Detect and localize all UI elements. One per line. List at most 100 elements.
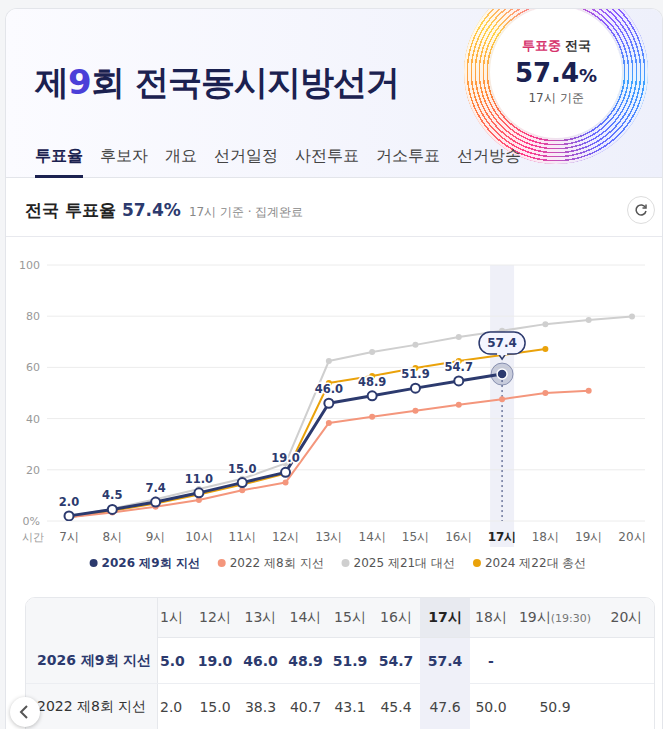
point [411, 384, 420, 393]
tooltip-joint [497, 352, 507, 355]
cell: 5.0 [158, 638, 192, 684]
row-label: 2026 제9회 지선 [37, 638, 151, 684]
plot-marks [65, 313, 636, 521]
column-head-text: 13시 [245, 609, 277, 627]
tab[interactable]: 거소투표 [376, 146, 440, 178]
cell: 51.9 [328, 638, 372, 684]
legend-swatch [90, 559, 98, 567]
x-tick-label: 14시 [359, 530, 386, 544]
point [283, 480, 289, 486]
column-head-text: 16시 [380, 609, 412, 627]
chart-root: 0%204060801007시8시9시10시11시12시13시14시15시16시… [19, 259, 646, 570]
tab[interactable]: 선거일정 [214, 146, 278, 178]
x-tick-label: 20시 [618, 530, 645, 544]
current-band [490, 265, 514, 547]
x-tick-label: 10시 [185, 530, 212, 544]
row-label: 2022 제8회 지선 [37, 684, 146, 729]
point [281, 468, 290, 477]
y-tick-label: 100 [19, 259, 40, 272]
column-head: 12시 [192, 598, 238, 638]
current-halo [491, 363, 513, 385]
point [456, 402, 462, 408]
column-head: 18시 [470, 598, 512, 638]
x-tick-label: 9시 [146, 530, 166, 544]
cell: 40.7 [283, 684, 328, 729]
refresh-icon [628, 197, 654, 223]
tab[interactable]: 후보자 [100, 146, 148, 178]
badge-number: 57.4 [515, 58, 579, 88]
tab[interactable]: 개요 [165, 146, 197, 178]
badge-line: 투표중전국 [522, 37, 591, 55]
tab[interactable]: 선거방송 [457, 146, 521, 178]
cell: 2.0 [158, 684, 192, 729]
column-head-text: 1시 [160, 609, 183, 627]
point [586, 317, 592, 323]
series-line [69, 349, 545, 517]
point [151, 498, 160, 507]
chevron-icon [10, 697, 40, 727]
grid-line [47, 367, 645, 368]
point [412, 342, 418, 348]
data-label: 19.0 [271, 451, 299, 465]
tab[interactable]: 사전투표 [295, 146, 359, 178]
column-head: 1시 [158, 598, 192, 638]
y-tick-label: 60 [26, 361, 40, 374]
refresh-arc [636, 205, 646, 215]
legend: 2026 제9회 지선2022 제8회 지선2025 제21대 대선2024 제… [90, 556, 587, 570]
point [65, 511, 74, 520]
cell: 38.3 [238, 684, 283, 729]
y-tick-label: 20 [26, 464, 40, 477]
tooltip-pointer [498, 353, 506, 359]
x-tick-label: 16시 [445, 530, 472, 544]
point [456, 334, 462, 340]
point [326, 420, 332, 426]
column-head-text: 17시 [428, 609, 461, 627]
refresh-button[interactable] [627, 196, 655, 224]
data-label: 51.9 [401, 367, 429, 381]
x-tick-label: 7시 [59, 530, 79, 544]
data-label: 2.0 [59, 495, 79, 509]
legend-swatch [473, 559, 481, 567]
column-head: 14시 [283, 598, 328, 638]
x-tick-label: 8시 [102, 530, 122, 544]
grid-line [47, 316, 645, 317]
title-number: 9 [68, 62, 91, 102]
y-tick-label: 80 [26, 310, 40, 323]
legend-label: 2022 제8회 지선 [230, 556, 324, 570]
refresh-arrow [643, 205, 647, 209]
x-tick-label: 19시 [575, 530, 602, 544]
grid-line [47, 521, 645, 522]
summary-value: 57.4% [122, 200, 181, 220]
x-tick-label: 15시 [402, 530, 429, 544]
point [586, 388, 592, 394]
point [368, 391, 377, 400]
cell: 19.0 [192, 638, 238, 684]
tab[interactable]: 투표율 [35, 146, 83, 178]
title-part: 제 [35, 62, 68, 102]
data-label: 11.0 [185, 472, 213, 486]
column-head: 15시 [328, 598, 372, 638]
scroll-left-button[interactable] [10, 697, 40, 727]
highlight-col [420, 638, 470, 729]
title: 제9회 전국동시지방선거 [35, 60, 399, 106]
point [497, 369, 507, 379]
point [629, 313, 635, 319]
title-part: 회 전국동시지방선거 [91, 62, 399, 102]
cell: 50.9 [512, 684, 598, 729]
grid-line [47, 418, 645, 419]
x-tick-label: 17시 [488, 530, 517, 544]
column-head: 13시 [238, 598, 283, 638]
legend-label: 2025 제21대 대선 [354, 556, 455, 570]
column-head-text: 20시 [611, 609, 643, 627]
point [238, 478, 247, 487]
column-head: 16시 [372, 598, 420, 638]
column-head-text: 18시 [475, 609, 507, 627]
chart: 0%204060801007시8시9시10시11시12시13시14시15시16시… [6, 237, 662, 593]
tooltip-label: 57.4 [487, 336, 517, 350]
point [412, 408, 418, 414]
summary-note: 17시 기준 · 집계완료 [189, 204, 304, 221]
column-head-text: 12시 [199, 609, 231, 627]
chevron [21, 706, 27, 718]
column-head-note: (19:30) [551, 612, 591, 625]
legend-label: 2026 제9회 지선 [102, 556, 200, 570]
